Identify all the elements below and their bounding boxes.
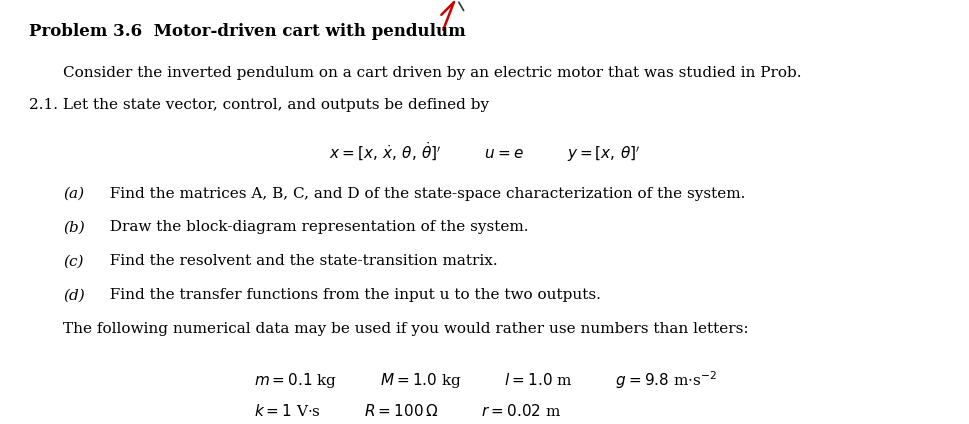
Text: (d): (d) xyxy=(63,288,84,302)
Text: 2.1. Let the state vector, control, and outputs be defined by: 2.1. Let the state vector, control, and … xyxy=(29,98,488,112)
Text: (b): (b) xyxy=(63,220,84,234)
Text: The following numerical data may be used if you would rather use numbers than le: The following numerical data may be used… xyxy=(63,322,748,336)
Text: (c): (c) xyxy=(63,254,83,268)
Text: Problem 3.6  Motor-driven cart with pendulum: Problem 3.6 Motor-driven cart with pendu… xyxy=(29,23,465,40)
Text: Find the resolvent and the state-transition matrix.: Find the resolvent and the state-transit… xyxy=(100,254,497,268)
Text: Draw the block-diagram representation of the system.: Draw the block-diagram representation of… xyxy=(100,220,528,234)
Text: (a): (a) xyxy=(63,187,84,201)
Text: Find the transfer functions from the input u to the two outputs.: Find the transfer functions from the inp… xyxy=(100,288,600,302)
Text: $k = 1$ V$\cdot$s$\quad\quad\quad R = 100\,\Omega$$\quad\quad\quad r = 0.02$ m: $k = 1$ V$\cdot$s$\quad\quad\quad R = 10… xyxy=(254,403,560,419)
Text: $m = 0.1$ kg$\quad\quad\quad M = 1.0$ kg$\quad\quad\quad l = 1.0$ m$\quad\quad\q: $m = 0.1$ kg$\quad\quad\quad M = 1.0$ kg… xyxy=(253,369,716,391)
Text: $x = [x,\, \dot{x},\, \theta,\, \dot{\theta}]'$$\quad\quad\quad u = e \quad\quad: $x = [x,\, \dot{x},\, \theta,\, \dot{\th… xyxy=(329,140,640,164)
Text: Find the matrices A, B, C, and D of the state-space characterization of the syst: Find the matrices A, B, C, and D of the … xyxy=(100,187,744,201)
Text: Consider the inverted pendulum on a cart driven by an electric motor that was st: Consider the inverted pendulum on a cart… xyxy=(63,66,800,80)
